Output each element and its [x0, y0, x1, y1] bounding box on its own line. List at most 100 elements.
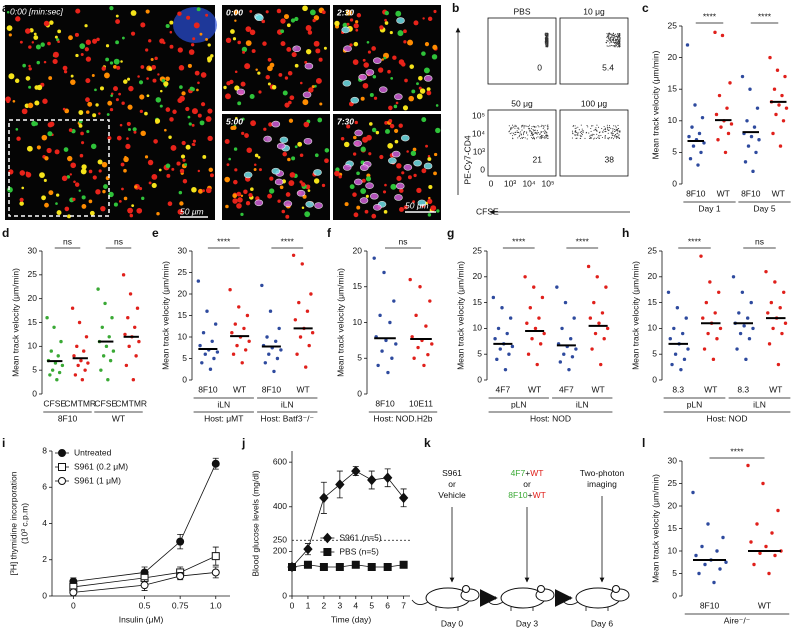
step-text-part: Two-photon [580, 468, 625, 478]
group-label: Aire⁻/⁻ [724, 615, 750, 625]
cell [197, 113, 202, 118]
event [542, 137, 544, 139]
frame-time: 5:00 [226, 116, 243, 126]
event [616, 137, 618, 139]
cell [301, 206, 305, 210]
cell [286, 23, 291, 28]
marker [399, 560, 408, 569]
cell [164, 128, 167, 132]
event [597, 126, 600, 128]
cell [234, 70, 238, 74]
cell [289, 95, 295, 101]
cell [72, 197, 76, 201]
event [619, 36, 621, 38]
dot [75, 344, 79, 349]
category-label: CMTMR [64, 398, 96, 408]
y-tick-label: 5 [477, 348, 482, 358]
cell [178, 65, 185, 71]
event [617, 130, 619, 132]
cell [21, 108, 28, 115]
cell [126, 137, 129, 140]
cell [393, 56, 396, 60]
group-label: iLN [576, 399, 589, 409]
step-text: S961 [442, 468, 462, 478]
dot [558, 360, 563, 364]
event [575, 131, 577, 134]
dot [588, 316, 593, 320]
tracked-cell [343, 45, 352, 52]
event [546, 33, 549, 35]
dot [590, 347, 594, 351]
step-text-part: + [528, 490, 533, 500]
dot [675, 306, 680, 310]
dot [496, 326, 501, 331]
cell [261, 19, 266, 24]
event [612, 35, 615, 37]
dot [530, 337, 534, 341]
cell [244, 133, 249, 138]
event [519, 133, 521, 135]
event [526, 132, 528, 134]
dot [724, 560, 728, 564]
cell [309, 9, 316, 16]
event [606, 42, 608, 44]
cell [364, 209, 369, 214]
cell [250, 187, 254, 191]
dot [272, 369, 276, 374]
category-label: CFSE [94, 398, 117, 408]
dot [688, 157, 693, 161]
event [541, 124, 543, 126]
event [582, 132, 584, 134]
cell [98, 169, 102, 173]
significance: **** [703, 11, 717, 21]
category-label: WT [772, 188, 785, 198]
panel-letter: f [327, 226, 332, 240]
cell [286, 47, 292, 52]
dot [77, 320, 82, 325]
dot [723, 150, 728, 155]
cell [56, 193, 60, 197]
category-label: WT [704, 384, 717, 394]
y-tick-label: 2 [42, 554, 47, 564]
event [533, 129, 535, 131]
cell [241, 131, 245, 135]
event [543, 126, 545, 128]
y-tick-label: 10 [473, 323, 483, 333]
cell [54, 35, 58, 39]
marker [176, 537, 185, 546]
y-tick-label: 10 [28, 341, 38, 351]
dot [697, 131, 702, 136]
cell [159, 38, 165, 44]
event [600, 134, 602, 137]
tracked-cell [413, 159, 422, 167]
cell [433, 9, 437, 14]
event [574, 135, 576, 137]
tracked-cell [417, 199, 427, 207]
dot [79, 358, 83, 363]
event [595, 137, 598, 139]
cell [121, 36, 125, 40]
x-tick-label: 0 [290, 600, 295, 610]
dot [777, 103, 781, 107]
dot [569, 337, 573, 341]
event [590, 134, 592, 136]
event [615, 40, 617, 42]
event [611, 41, 613, 43]
cell [403, 40, 407, 44]
event [528, 124, 530, 126]
cell [184, 163, 188, 166]
cell [182, 179, 188, 184]
cell [225, 93, 231, 100]
cell [387, 142, 394, 149]
event [547, 126, 549, 128]
tracked-cell [395, 182, 405, 190]
series-line [73, 572, 216, 593]
marker [367, 563, 376, 571]
tracked-cell [305, 200, 315, 208]
cell [431, 54, 438, 60]
event [603, 126, 605, 128]
dot [704, 300, 709, 305]
event [604, 135, 607, 137]
cell [148, 181, 152, 185]
step-text-part: Vehicle [438, 490, 466, 500]
